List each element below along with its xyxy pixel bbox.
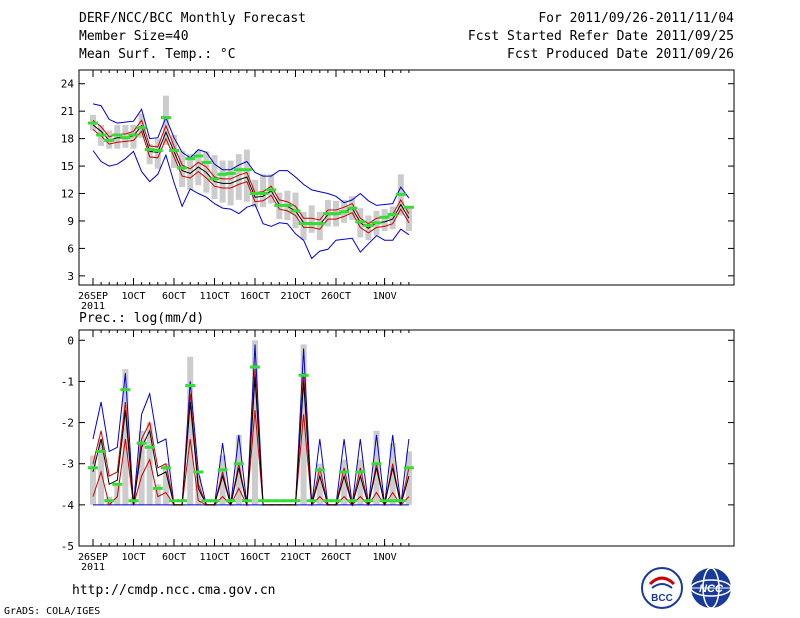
y-tick-label: 12 [61,188,74,201]
spread-bar [389,206,396,230]
spread-bar [341,459,348,505]
y-tick-label: -5 [61,540,74,553]
spread-bar [389,443,396,505]
spread-bar [252,340,258,505]
y-tick-label: 21 [61,105,74,118]
x-tick-label: 6OCT [162,552,186,563]
x-tick-label: 6OCT [162,291,186,302]
panel-temperature: 3 6 9 12 15 18 21 24 26SEP 1OCT 6OCT 11OCT 16OCT 21OC… [61,69,735,312]
spread-bar [154,138,161,169]
source-url[interactable]: http://cmdp.ncc.cma.gov.cn [72,583,276,598]
y-tick-label: 24 [61,78,75,91]
spread-bar [308,205,315,233]
spread-bar [405,451,412,505]
x-year-label: 2011 [81,562,105,573]
series-max-line [92,103,410,206]
x-tick-label: 1OCT [121,291,145,302]
spread-bar [90,455,96,505]
panel-precipitation: -5 -4 -3 -2 -1 0 26SEP 1OCT 6OCT 11OCT 16OCT 21OCT 2… [61,311,735,573]
spread-bar [219,160,226,203]
bcc-logo: BCC [641,567,683,609]
y-tick-label: 6 [67,242,74,255]
spread-bar [195,476,202,505]
x-tick-label: 26OCT [321,291,351,302]
x-tick-label: 26OCT [321,552,351,563]
y-tick-label: -4 [61,499,75,512]
y-tick-label: 3 [67,270,74,283]
x-tick-label: 26SEP [78,552,108,563]
spread-bar [130,124,137,149]
spread-bar [243,149,250,202]
y-tick-label: 0 [67,334,74,347]
series-min-line [92,150,410,260]
plot-frame [78,329,735,547]
x-tick-label: 21OCT [280,552,310,563]
spread-bar [122,369,129,505]
spread-bar [316,463,323,505]
x-tick-label: 1OCT [121,552,145,563]
series-mean-line [92,124,410,229]
grads-credit: GrADS: COLA/IGES [4,606,101,617]
spread-bar [219,455,226,505]
x-year-label: 2011 [81,301,105,312]
spread-bar [187,356,194,505]
spread-bar [316,211,323,241]
spread-bar [146,422,153,505]
spread-bar [300,344,307,505]
spread-bar [357,459,364,505]
x-tick-label: 11OCT [199,552,229,563]
temp-panel-label: Mean Surf. Temp.: °C [79,47,236,62]
series-mean-line [92,377,410,507]
spread-bar [162,463,169,505]
bcc-logo-text: BCC [651,593,673,604]
ncc-logo-text: NCC [699,583,724,595]
spread-bar [260,174,267,208]
y-tick-label: 15 [61,160,74,173]
y-tick-label: -3 [61,458,74,471]
ncc-logo: NCC [690,567,732,609]
x-tick-label: 16OCT [240,552,270,563]
y-tick-label: -2 [61,417,74,430]
spread-bar [300,211,307,241]
fcst-produced-date: Fcst Produced Date 2011/09/26 [507,47,734,62]
spread-bar [138,430,145,505]
x-tick-label: 26SEP [78,291,108,302]
spread-bar [162,95,169,146]
precip-panel-label: Prec.: log(mm/d) [79,311,204,326]
x-tick-label: 1NOV [373,291,397,302]
chart-title: DERF/NCC/BCC Monthly Forecast [79,11,306,26]
y-tick-label: 9 [67,215,74,228]
member-size: Member Size=40 [79,29,189,44]
spread-bar [235,154,242,200]
x-tick-label: 11OCT [199,291,229,302]
spread-bar [195,150,202,186]
y-tick-label: -1 [61,375,74,388]
spread-bar [114,124,121,149]
forecast-range: For 2011/09/26-2011/11/04 [538,11,734,26]
x-tick-label: 21OCT [280,291,310,302]
series-upper-line [92,119,410,225]
spread-bar [146,144,153,165]
spread-bar [381,209,388,232]
spread-bar [405,206,412,232]
spread-bar [187,154,194,190]
x-tick-label: 16OCT [240,291,270,302]
plot-frame [78,69,735,286]
x-tick-label: 1NOV [373,552,397,563]
series-lower-line [92,129,410,234]
fcst-started-date: Fcst Started Refer Date 2011/09/25 [467,29,734,44]
y-tick-label: 18 [61,133,74,146]
